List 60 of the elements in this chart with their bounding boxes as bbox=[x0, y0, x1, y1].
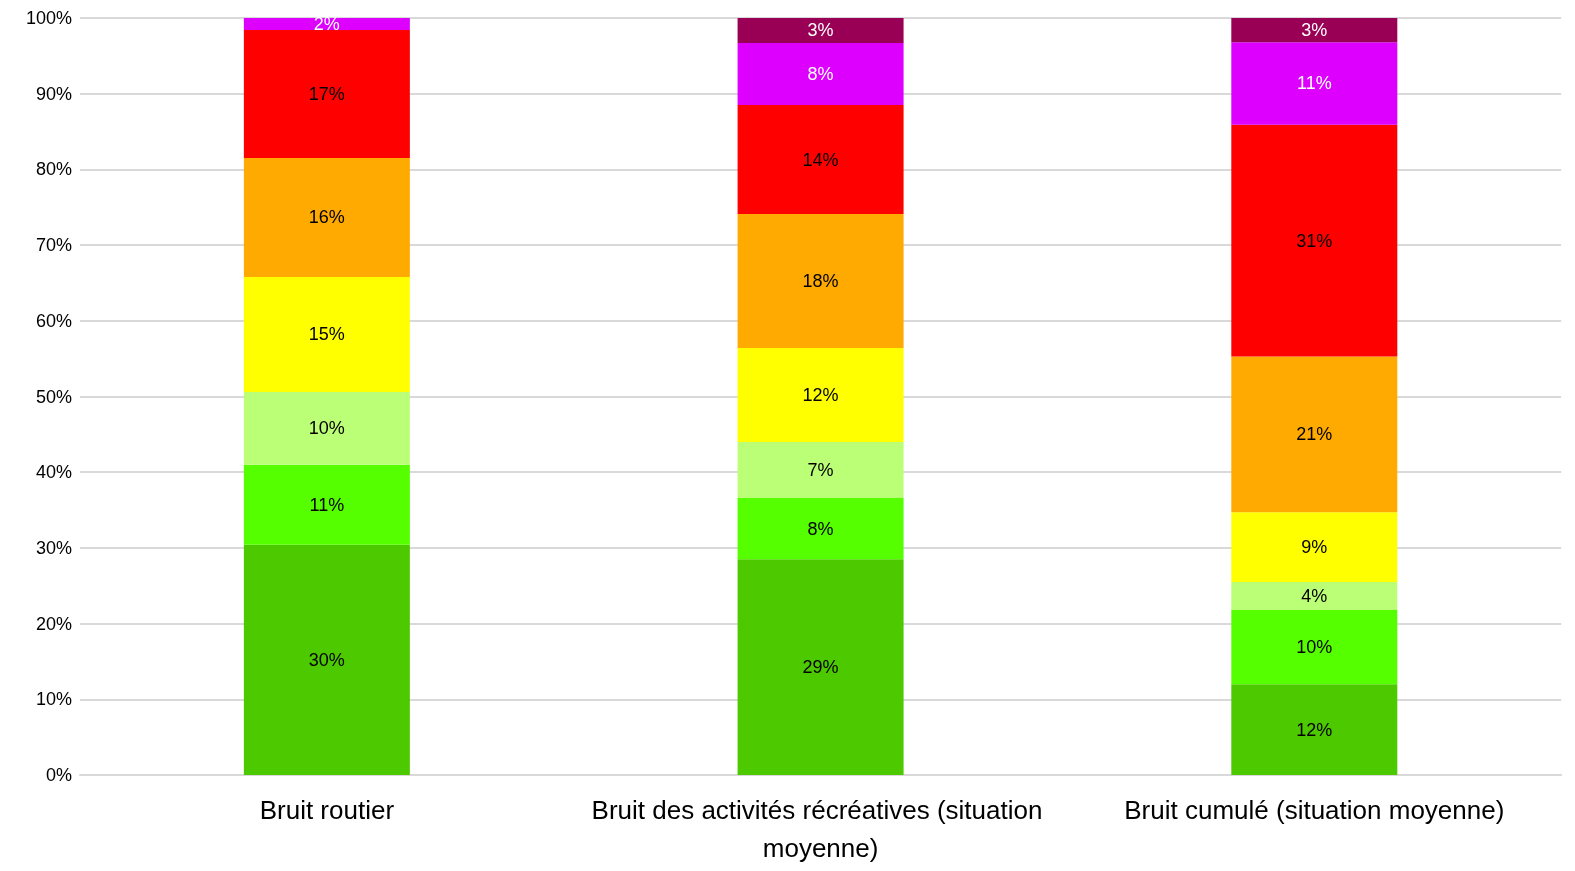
bar bbox=[243, 30, 410, 159]
data-label: 15% bbox=[308, 324, 345, 345]
bar bbox=[737, 105, 904, 215]
y-tick-label: 50% bbox=[35, 386, 72, 407]
y-tick-label: 0% bbox=[45, 765, 72, 785]
bar bbox=[1231, 512, 1398, 582]
data-label: 18% bbox=[802, 271, 839, 292]
bar bbox=[1231, 609, 1398, 685]
bar bbox=[243, 158, 410, 277]
data-label: 12% bbox=[1296, 719, 1333, 740]
y-tick-label: 30% bbox=[35, 537, 72, 558]
data-label: 4% bbox=[1301, 585, 1328, 606]
bar bbox=[737, 559, 904, 775]
bar bbox=[1231, 18, 1398, 43]
bar bbox=[737, 18, 904, 43]
y-tick-label: 40% bbox=[35, 462, 72, 483]
bar bbox=[243, 391, 410, 465]
bar bbox=[737, 441, 904, 498]
data-label: 8% bbox=[807, 518, 834, 539]
data-label: 12% bbox=[802, 384, 839, 405]
data-label: 3% bbox=[807, 20, 834, 41]
x-tick-label: Bruit cumulé (situation moyenne) bbox=[1124, 795, 1505, 825]
data-label: 29% bbox=[802, 657, 839, 678]
data-label: 3% bbox=[1301, 20, 1328, 41]
data-label: 17% bbox=[308, 84, 345, 105]
bar bbox=[1231, 581, 1398, 610]
y-tick-label: 10% bbox=[35, 689, 72, 710]
y-tick-label: 70% bbox=[35, 235, 72, 256]
y-tick-label: 80% bbox=[35, 159, 72, 180]
data-label: 11% bbox=[1296, 73, 1332, 94]
y-tick-label: 90% bbox=[35, 83, 72, 104]
x-tick-label: Bruit routier bbox=[259, 795, 395, 825]
bar bbox=[737, 214, 904, 349]
x-tick-label: Bruit des activités récréatives (situation moyenne) bbox=[591, 795, 1050, 863]
bar bbox=[737, 42, 904, 106]
data-label: 2% bbox=[313, 14, 340, 35]
bar bbox=[1231, 684, 1398, 775]
bar bbox=[737, 348, 904, 442]
data-label: 16% bbox=[308, 207, 345, 228]
data-label: 10% bbox=[308, 418, 345, 439]
bar bbox=[243, 276, 410, 392]
bar bbox=[243, 544, 410, 775]
data-label: 31% bbox=[1296, 230, 1333, 251]
bar bbox=[243, 18, 410, 31]
data-label: 11% bbox=[309, 494, 345, 515]
bar bbox=[1231, 356, 1398, 513]
y-tick-label: 60% bbox=[35, 310, 72, 331]
y-tick-label: 100% bbox=[25, 8, 72, 28]
data-label: 9% bbox=[1301, 537, 1328, 558]
bar bbox=[1231, 124, 1398, 357]
bar bbox=[243, 464, 410, 545]
data-label: 8% bbox=[807, 64, 834, 85]
bar bbox=[737, 497, 904, 560]
data-label: 10% bbox=[1296, 637, 1333, 658]
data-label: 21% bbox=[1296, 424, 1333, 445]
data-label: 30% bbox=[308, 649, 345, 670]
data-label: 7% bbox=[807, 459, 834, 480]
y-tick-label: 20% bbox=[35, 613, 72, 634]
bar bbox=[1231, 42, 1398, 125]
data-label: 14% bbox=[802, 149, 839, 170]
